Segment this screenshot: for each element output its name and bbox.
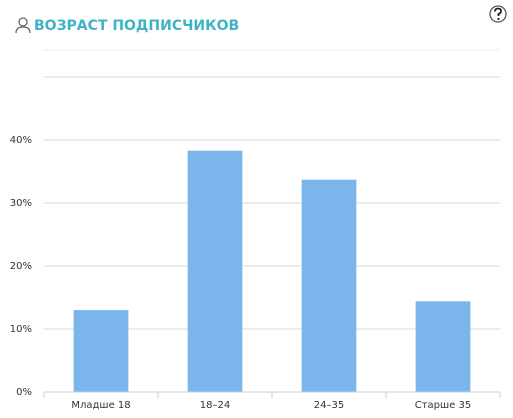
- bar: [73, 310, 129, 392]
- bar: [301, 179, 357, 392]
- chart-title: ВОЗРАСТ ПОДПИСЧИКОВ: [34, 18, 239, 34]
- user-icon: [15, 17, 31, 34]
- x-tick-label: Младше 18: [71, 400, 130, 411]
- x-tick-label: Старше 35: [415, 400, 472, 411]
- x-tick-label: 24–35: [314, 400, 344, 411]
- bar: [187, 150, 243, 392]
- y-tick-label: 20%: [10, 261, 32, 272]
- y-tick-label: 10%: [10, 324, 32, 335]
- y-tick-label: 30%: [10, 198, 32, 209]
- y-tick-label: 40%: [10, 135, 32, 146]
- y-tick-label: 0%: [16, 387, 32, 398]
- help-button[interactable]: [489, 5, 507, 23]
- x-tick-label: 18–24: [200, 400, 230, 411]
- bar: [415, 301, 471, 392]
